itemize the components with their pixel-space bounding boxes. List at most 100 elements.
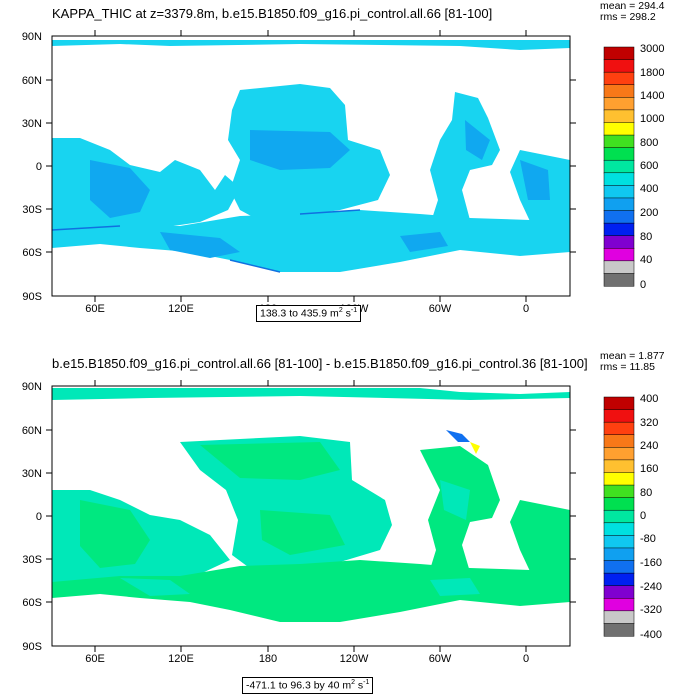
colorbar-swatch (603, 273, 635, 287)
colorbar (603, 396, 635, 637)
lat-label: 90S (22, 291, 42, 303)
colorbar-swatch (603, 560, 635, 574)
colorbar-label: -400 (640, 629, 662, 641)
map-title: b.e15.B1850.f09_g16.pi_control.all.66 [8… (52, 356, 588, 371)
range-box: 138.3 to 435.9 m2 s-1 (256, 305, 362, 322)
rms-value: rms = 11.85 (600, 361, 655, 373)
ocean-field (51, 36, 570, 296)
lat-label: 90N (22, 31, 42, 43)
colorbar-swatch (603, 159, 635, 174)
range-unit-s: s (342, 307, 351, 320)
colorbar-swatch (603, 484, 635, 499)
lon-label: 120E (168, 303, 194, 315)
colorbar-swatch (603, 71, 635, 86)
colorbar-swatch (603, 472, 635, 486)
lat-label: 60N (22, 75, 42, 87)
colorbar-swatch (603, 248, 635, 262)
mean-value: mean = 294.4 (600, 0, 665, 12)
range-unit-sup: -1 (350, 307, 358, 314)
colorbar-label: -320 (640, 604, 662, 616)
colorbar-swatch (603, 396, 635, 411)
colorbar-swatch (603, 421, 635, 436)
colorbar-swatch (603, 97, 635, 111)
map-figure: 90N 60N 30N 0 30S 60S 90S 60E 120E 180 1… (22, 380, 662, 665)
latitude-labels: 90N 60N 30N 0 30S 60S 90S (22, 381, 42, 653)
colorbar-swatch (603, 109, 635, 124)
axis-ticks (46, 30, 576, 302)
southern-ocean-region (52, 210, 570, 272)
range-unit-sup: -1 (363, 679, 370, 686)
colorbar-label: 600 (640, 160, 658, 172)
range-text: 138.3 to 435.9 m (260, 307, 339, 320)
colorbar-swatch (603, 84, 635, 98)
lon-label: 60E (85, 653, 105, 665)
colorbar-swatch (603, 235, 635, 249)
map-title: KAPPA_THIC at z=3379.8m, b.e15.B1850.f09… (52, 6, 493, 21)
colorbar-swatch (603, 147, 635, 161)
range-unit-s: s (354, 679, 364, 692)
lat-label: 60S (22, 597, 42, 609)
lon-label: 0 (523, 653, 529, 665)
latitude-labels: 90N 60N 30N 0 30S 60S 90S (22, 31, 42, 303)
colorbar-label: 160 (640, 463, 658, 475)
colorbar-label: 200 (640, 207, 658, 219)
colorbar-swatch (603, 610, 635, 624)
colorbar-label: 400 (640, 183, 658, 195)
colorbar-label: 240 (640, 440, 658, 452)
lon-label: 0 (523, 303, 529, 315)
lon-label: 60E (85, 303, 105, 315)
longitude-labels: 60E 120E 180 120W 60W 0 (85, 653, 529, 665)
colorbar (603, 46, 635, 287)
colorbar-label: -80 (640, 533, 656, 545)
colorbar-swatch (603, 459, 635, 474)
lat-label: 30N (22, 468, 42, 480)
lon-label: 120E (168, 653, 194, 665)
colorbar-swatch (603, 509, 635, 524)
colorbar-swatch (603, 434, 635, 448)
colorbar-label: 400 (640, 393, 658, 405)
colorbar-swatch (603, 409, 635, 423)
colorbar-swatch (603, 210, 635, 224)
colorbar-swatch (603, 172, 635, 186)
colorbar-swatch (603, 623, 635, 637)
colorbar-label: 40 (640, 254, 652, 266)
colorbar-label: -160 (640, 557, 662, 569)
map-panel-bottom: b.e15.B1850.f09_g16.pi_control.all.66 [8… (0, 350, 700, 700)
colorbar-label: 80 (640, 487, 652, 499)
rms-value: rms = 298.2 (600, 11, 656, 23)
arctic-ocean-region (52, 40, 570, 50)
range-unit-sup: 2 (351, 679, 355, 686)
arctic-ocean-region (52, 388, 570, 400)
colorbar-labels: 3000 1800 1400 1000 800 600 400 200 80 4… (640, 43, 664, 291)
lat-label: 60S (22, 247, 42, 259)
colorbar-label: 1800 (640, 67, 664, 79)
colorbar-swatch (603, 185, 635, 199)
colorbar-swatch (603, 197, 635, 212)
lon-label: 120W (340, 653, 369, 665)
lat-label: 30S (22, 554, 42, 566)
colorbar-label: 3000 (640, 43, 664, 55)
lon-label: 180 (259, 653, 277, 665)
colorbar-swatch (603, 572, 635, 587)
range-box: -471.1 to 96.3 by 40 m2 s-1 (242, 677, 374, 694)
colorbar-swatch (603, 598, 635, 612)
colorbar-label: 80 (640, 231, 652, 243)
map-panel-top: KAPPA_THIC at z=3379.8m, b.e15.B1850.f09… (22, 1, 665, 322)
lat-label: 90S (22, 641, 42, 653)
lon-label: 60W (429, 303, 452, 315)
colorbar-swatch (603, 46, 635, 61)
colorbar-label: 1400 (640, 90, 664, 102)
lat-label: 0 (36, 161, 42, 173)
colorbar-labels: 400 320 240 160 80 0 -80 -160 -240 -320 … (640, 393, 662, 641)
colorbar-swatch (603, 134, 635, 149)
colorbar-swatch (603, 535, 635, 549)
colorbar-swatch (603, 547, 635, 562)
stats-block: mean = 294.4 rms = 298.2 (600, 1, 665, 23)
lat-label: 60N (22, 425, 42, 437)
colorbar-label: 320 (640, 417, 658, 429)
lon-label: 60W (429, 653, 452, 665)
stats-block: mean = 1.877 rms = 11.85 (600, 351, 665, 373)
range-unit-sup: 2 (338, 307, 343, 314)
colorbar-swatch (603, 122, 635, 136)
lat-label: 30S (22, 204, 42, 216)
